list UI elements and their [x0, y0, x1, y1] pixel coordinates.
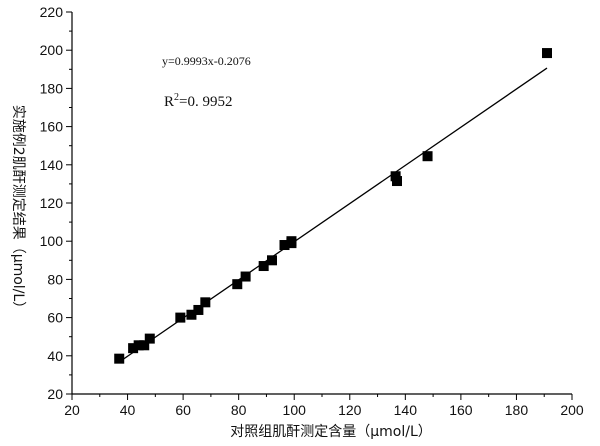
data-point: [114, 353, 125, 364]
r-squared-prefix: R: [164, 94, 174, 110]
y-tick-label: 80: [47, 271, 63, 287]
y-tick-label: 20: [47, 386, 63, 402]
data-point: [267, 255, 277, 266]
y-tick-label: 100: [40, 233, 64, 249]
r-squared-value: =0. 9952: [179, 94, 232, 110]
x-tick-label: 80: [231, 402, 247, 418]
ticks: 20 40 60 80 100 120 140 160 180 200 20 40 60 80 100 120…: [40, 4, 584, 418]
y-tick-label: 200: [40, 42, 64, 58]
data-point: [422, 151, 433, 162]
data-point: [133, 340, 144, 351]
r-squared-annotation: R2=0. 9952: [164, 92, 232, 110]
x-tick-label: 200: [560, 402, 584, 418]
data-point: [144, 333, 155, 344]
y-tick-label: 180: [40, 80, 64, 96]
data-point: [175, 312, 186, 323]
y-tick-label: 120: [40, 195, 64, 211]
data-point: [279, 240, 290, 251]
x-tick-label: 20: [64, 402, 80, 418]
x-tick-label: 180: [505, 402, 529, 418]
y-axis-title: 实施例2肌酐测定结果（μmol/L）: [10, 105, 26, 315]
x-tick-label: 160: [449, 402, 473, 418]
x-tick-label: 40: [120, 402, 136, 418]
data-point: [200, 297, 211, 308]
data-point: [128, 343, 139, 354]
r-squared-superscript: 2: [174, 92, 179, 103]
x-tick-label: 100: [283, 402, 307, 418]
equation-annotation: y=0.9993x-0.2076: [162, 54, 251, 68]
data-point: [139, 340, 150, 351]
data-points: [114, 48, 552, 364]
x-tick-label: 140: [394, 402, 418, 418]
y-tick-label: 160: [40, 119, 64, 135]
x-axis-title: 对照组肌酐测定含量（μmol/L）: [230, 424, 432, 440]
data-point: [232, 279, 243, 290]
data-point: [286, 236, 297, 247]
y-tick-label: 40: [47, 348, 63, 364]
data-point: [186, 309, 197, 320]
x-tick-label: 120: [338, 402, 362, 418]
data-point: [542, 48, 552, 59]
y-tick-label: 220: [40, 4, 64, 20]
data-point: [258, 261, 269, 272]
data-point: [193, 304, 204, 315]
y-tick-label: 140: [40, 157, 64, 173]
x-tick-label: 60: [175, 402, 191, 418]
y-tick-label: 60: [47, 310, 63, 326]
data-point: [240, 271, 251, 282]
data-point: [392, 176, 402, 187]
